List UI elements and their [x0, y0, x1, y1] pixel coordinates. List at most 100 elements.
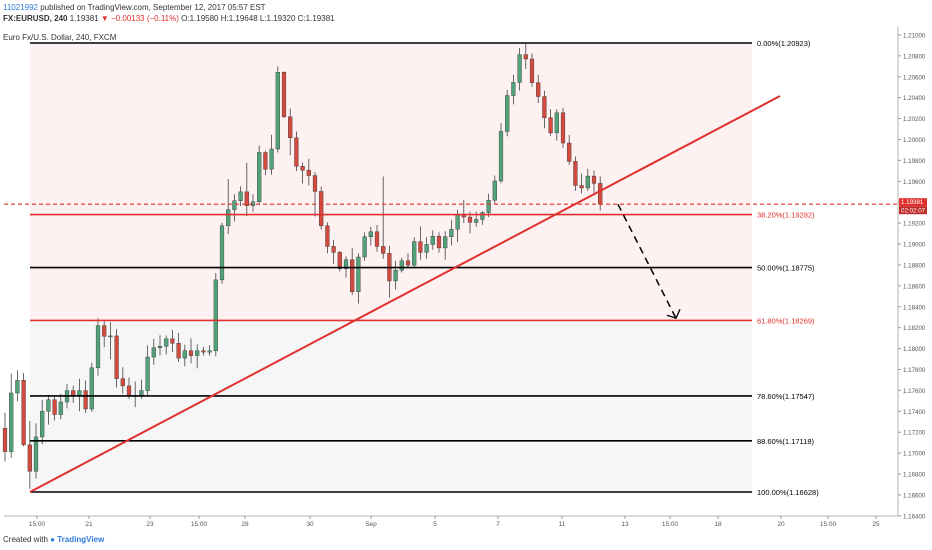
x-tick-label: 18	[714, 521, 722, 528]
instrument-legend: Euro Fx/U.S. Dollar, 240, FXCM	[3, 33, 117, 42]
y-tick-label: 1.18200	[903, 325, 926, 332]
candle	[281, 71, 287, 119]
candle	[319, 186, 324, 230]
y-tick-label: 1.17400	[903, 409, 926, 416]
fib-band	[30, 43, 752, 215]
y-tick-label: 1.18000	[903, 346, 926, 353]
candle	[213, 273, 218, 357]
candle	[492, 175, 497, 204]
candle	[164, 335, 169, 355]
candle	[350, 247, 355, 296]
projection-arrow[interactable]	[617, 203, 677, 319]
candle	[381, 176, 386, 259]
fib-band	[30, 395, 752, 441]
x-tick-label: 13	[621, 521, 629, 528]
fib-level-label: 78.60%(1.17547)	[757, 392, 815, 401]
y-tick-label: 1.21000	[903, 32, 926, 39]
y-tick-label: 1.17200	[903, 430, 926, 437]
candle	[424, 237, 429, 259]
projection-arrowhead-icon	[666, 308, 681, 320]
candle	[58, 393, 63, 420]
candle	[399, 257, 404, 273]
fib-level-label: 38.20%(1.19282)	[757, 211, 815, 220]
candle	[449, 219, 454, 246]
candle	[430, 230, 435, 250]
candle	[368, 226, 373, 246]
x-tick-label: 15:00	[191, 521, 208, 528]
candle	[486, 193, 491, 218]
candle	[312, 172, 318, 217]
candle	[263, 150, 268, 176]
candle	[95, 318, 101, 376]
candle	[145, 345, 150, 396]
candle	[2, 412, 8, 462]
x-tick-label: 5	[433, 521, 437, 528]
y-tick-label: 1.18800	[903, 262, 926, 269]
candle	[188, 338, 194, 364]
x-tick-label: 30	[306, 521, 314, 528]
candle	[102, 321, 107, 348]
candle	[207, 345, 212, 356]
fib-level-label: 61.80%(1.18269)	[757, 316, 815, 325]
symbol-title[interactable]: FX:EURUSD, 240	[3, 14, 68, 23]
candle	[418, 226, 423, 260]
candle	[529, 53, 535, 87]
candle	[567, 134, 572, 165]
x-tick-label: 15:00	[29, 521, 46, 528]
candle	[244, 162, 249, 217]
candle	[560, 107, 566, 149]
candle	[337, 250, 342, 272]
y-tick-label: 1.20600	[903, 74, 926, 81]
ohlc-text: O:1.19580 H:1.19648 L:1.19320 C:1.19381	[181, 14, 335, 23]
candle	[108, 322, 113, 360]
candle	[46, 394, 51, 425]
candle	[182, 344, 187, 367]
x-tick-label: 15:00	[820, 521, 837, 528]
candle	[114, 329, 119, 388]
x-tick-label: 7	[496, 521, 500, 528]
candle	[201, 346, 206, 356]
candle	[269, 134, 274, 175]
y-tick-label: 1.19000	[903, 242, 926, 249]
candle	[325, 222, 330, 254]
candle	[226, 179, 231, 235]
candle	[498, 123, 504, 184]
candle	[579, 173, 584, 194]
price-badge-label: 1.19381	[901, 199, 924, 206]
publish-line: 11021992 published on TradingView.com, S…	[3, 3, 266, 12]
candle	[362, 232, 367, 261]
candle	[27, 420, 32, 489]
candle	[573, 156, 578, 191]
y-tick-label: 1.19800	[903, 158, 926, 165]
publish-text: published on TradingView.com, September …	[40, 3, 266, 12]
candle	[33, 423, 39, 479]
candle	[505, 89, 510, 137]
fib-band	[30, 320, 752, 396]
candle	[300, 162, 305, 184]
candle	[170, 329, 175, 353]
footer-brand[interactable]: TradingView	[57, 535, 105, 544]
candle	[542, 90, 547, 129]
x-tick-label: 11	[559, 521, 566, 528]
x-tick-label: 25	[872, 521, 880, 528]
x-tick-label: 28	[241, 521, 249, 528]
countdown-badge	[899, 206, 927, 215]
y-tick-label: 1.19600	[903, 179, 926, 186]
candle	[517, 48, 522, 91]
footer: Created with ● TradingView	[3, 535, 104, 544]
y-tick-label: 1.20800	[903, 53, 926, 60]
candle	[554, 109, 559, 141]
candle	[548, 109, 553, 136]
candle	[52, 396, 57, 421]
candle	[83, 380, 88, 413]
author-link[interactable]: 11021992	[3, 3, 38, 12]
y-tick-label: 1.19200	[903, 221, 926, 228]
candle	[15, 370, 20, 402]
fib-level-label: 50.00%(1.18775)	[757, 264, 815, 273]
y-tick-label: 1.17600	[903, 388, 926, 395]
candle	[176, 332, 181, 362]
candle	[257, 145, 262, 204]
trendline[interactable]	[29, 95, 781, 493]
